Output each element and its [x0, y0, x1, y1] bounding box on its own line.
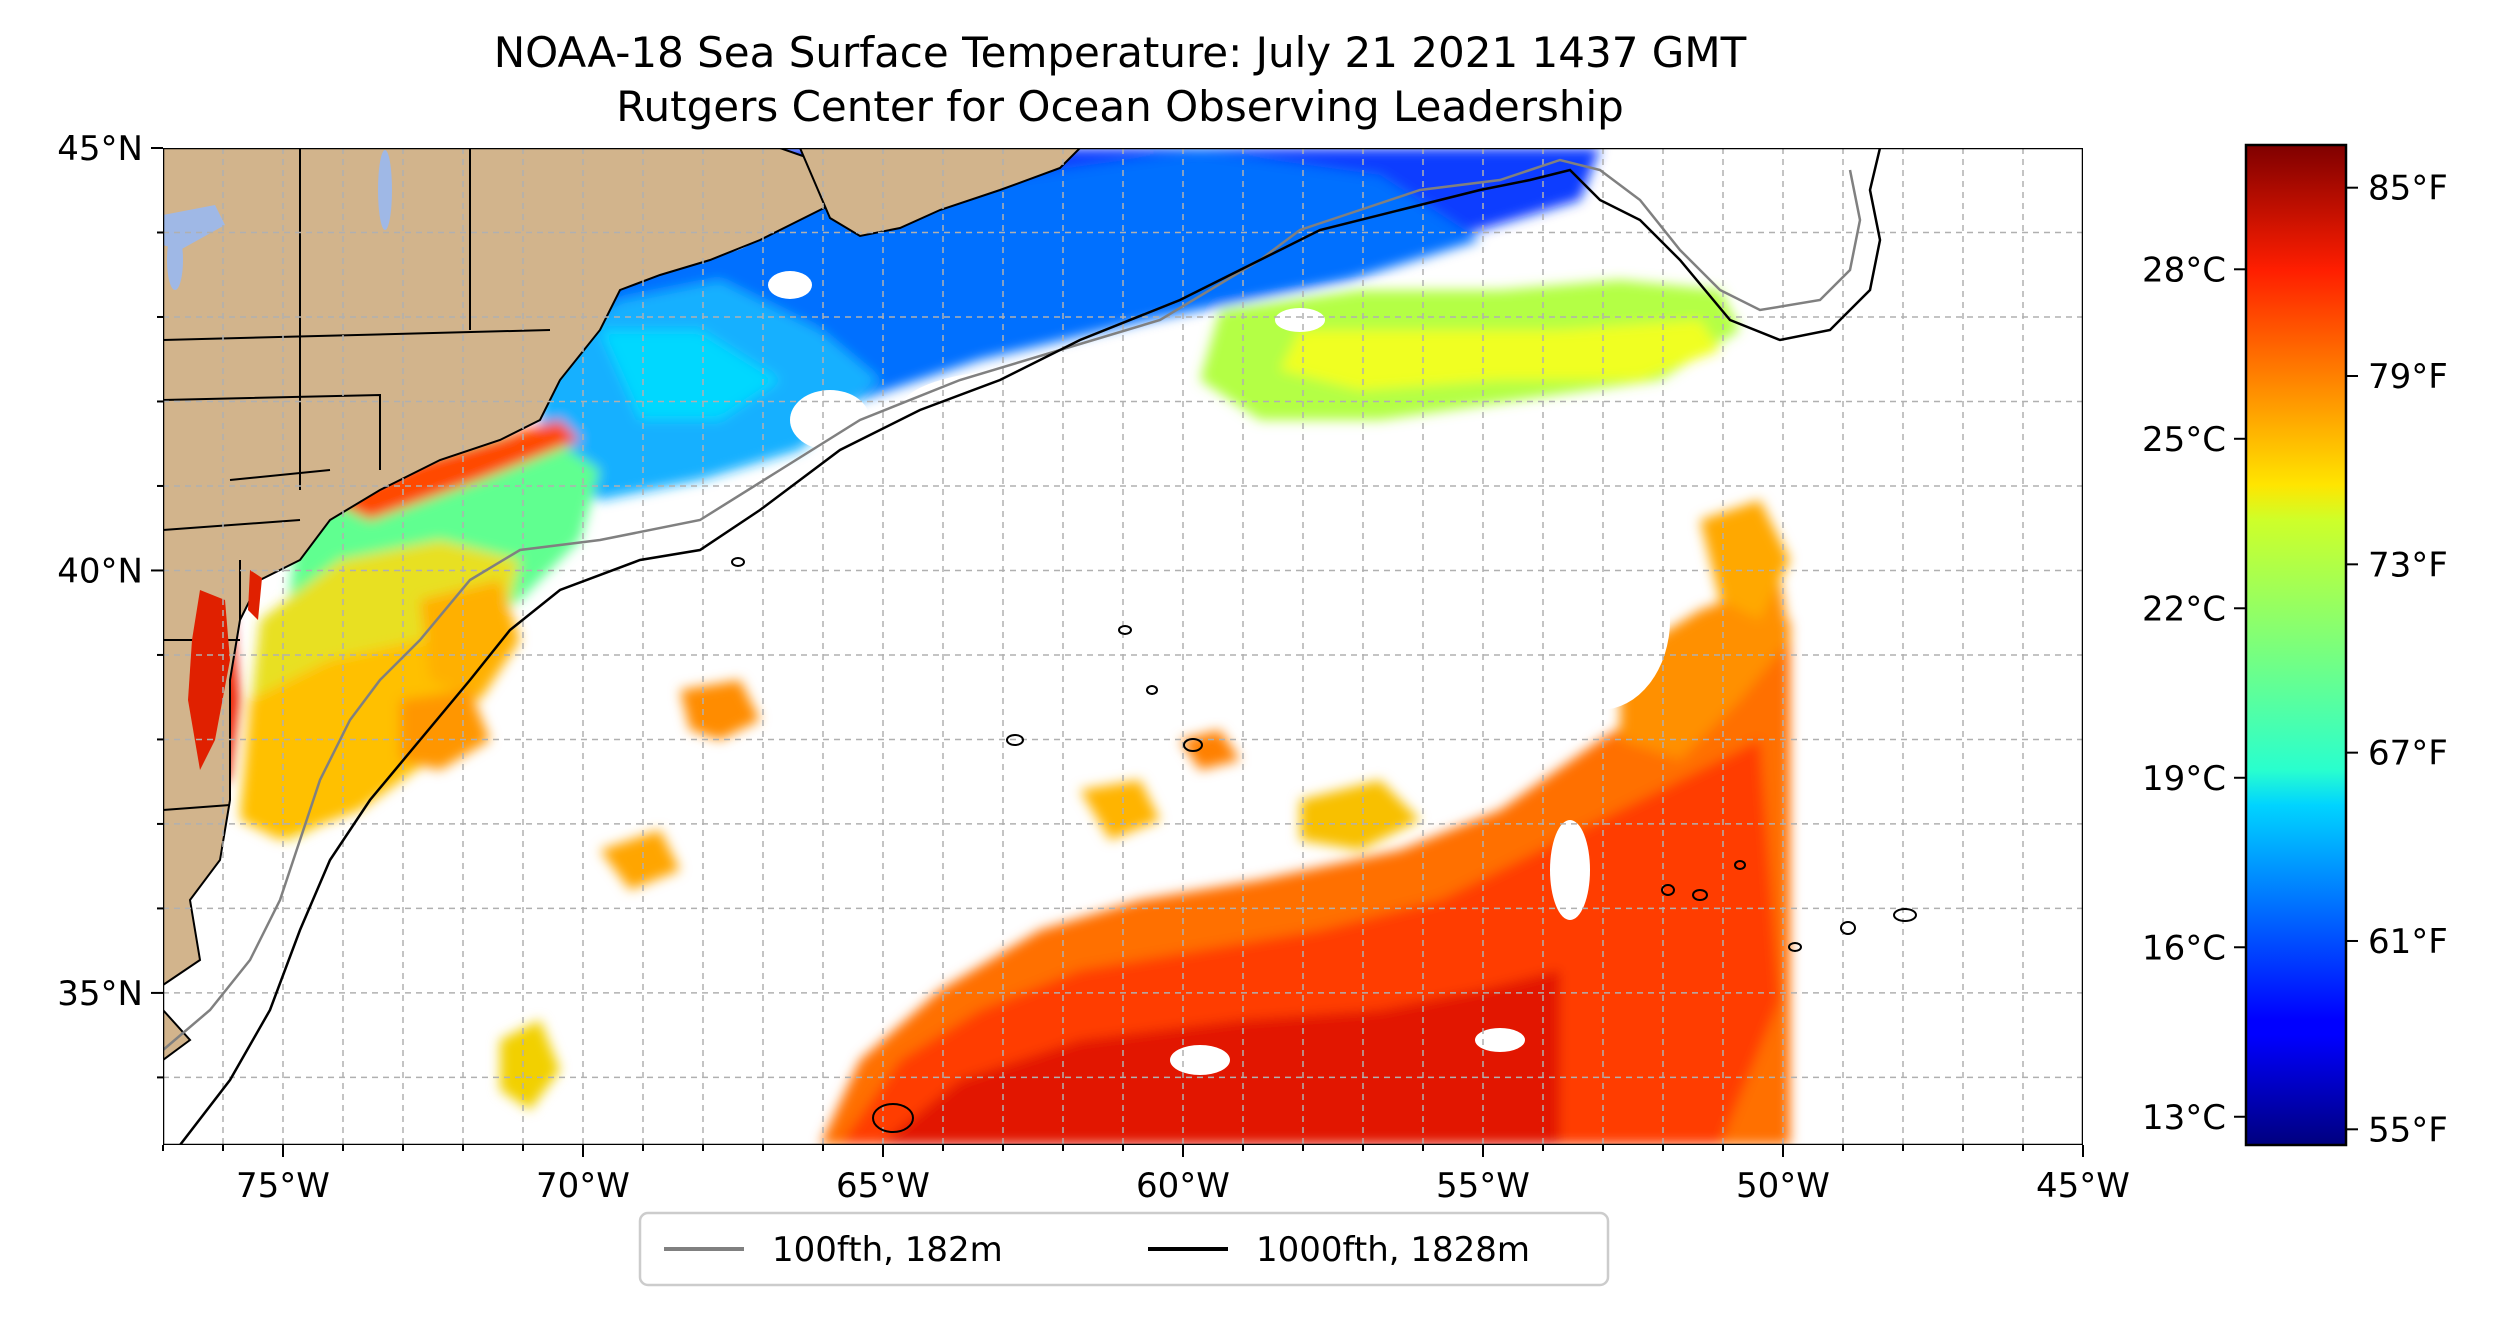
colorbar-c-label: 19°C — [2142, 759, 2226, 799]
lon-tick-label: 75°W — [236, 1166, 330, 1206]
seamount-contours — [731, 557, 1917, 1133]
map-title: NOAA-18 Sea Surface Temperature: July 21… — [493, 28, 1747, 77]
colorbar-f-label: 67°F — [2368, 734, 2448, 774]
lon-tick-label: 45°W — [2036, 1166, 2130, 1206]
lat-tick-label: 35°N — [57, 974, 143, 1014]
lon-tick-label: 55°W — [1436, 1166, 1530, 1206]
colorbar-c-label: 16°C — [2142, 928, 2226, 968]
lon-tick-label: 50°W — [1736, 1166, 1830, 1206]
longitude-axis: 75°W 70°W 65°W 60°W 55°W 50°W 45°W — [162, 1145, 2130, 1206]
colorbar-c-label: 13°C — [2142, 1098, 2226, 1138]
estuary-sst — [188, 570, 262, 770]
lon-tick-label: 65°W — [836, 1166, 930, 1206]
colorbar-c-label: 22°C — [2142, 589, 2226, 629]
latitude-axis: 45°N 40°N 35°N — [57, 129, 163, 1079]
colorbar-celsius-ticks: 28°C 25°C 22°C 19°C 16°C 13°C — [2142, 250, 2246, 1138]
colorbar-c-label: 28°C — [2142, 250, 2226, 290]
inland-water — [163, 150, 392, 290]
sst-map — [163, 148, 2083, 1145]
lon-tick-label: 70°W — [536, 1166, 630, 1206]
map-gridlines — [163, 148, 2083, 1145]
legend-label-100fth: 100fth, 182m — [772, 1230, 1003, 1270]
colorbar: 28°C 25°C 22°C 19°C 16°C 13°C 85°F 79°F 73°F 67°… — [2142, 143, 2448, 1150]
colorbar-f-label: 73°F — [2368, 545, 2448, 585]
map-subtitle: Rutgers Center for Ocean Observing Leade… — [616, 82, 1624, 131]
colorbar-c-label: 25°C — [2142, 420, 2226, 460]
isobath-legend: 100fth, 182m 1000fth, 1828m — [638, 1211, 1610, 1287]
colorbar-f-label: 79°F — [2368, 357, 2448, 397]
colorbar-f-label: 55°F — [2368, 1110, 2448, 1150]
lon-tick-label: 60°W — [1136, 1166, 1230, 1206]
lat-tick-label: 40°N — [57, 551, 143, 591]
colorbar-f-label: 61°F — [2368, 922, 2448, 962]
lat-tick-label: 45°N — [57, 129, 143, 169]
colorbar-fahrenheit-ticks: 85°F 79°F 73°F 67°F 61°F 55°F — [2346, 169, 2448, 1150]
colorbar-f-label: 85°F — [2368, 169, 2448, 209]
legend-label-1000fth: 1000fth, 1828m — [1256, 1230, 1530, 1270]
state-borders — [163, 148, 551, 811]
isobath-1000fth — [179, 148, 1882, 1145]
